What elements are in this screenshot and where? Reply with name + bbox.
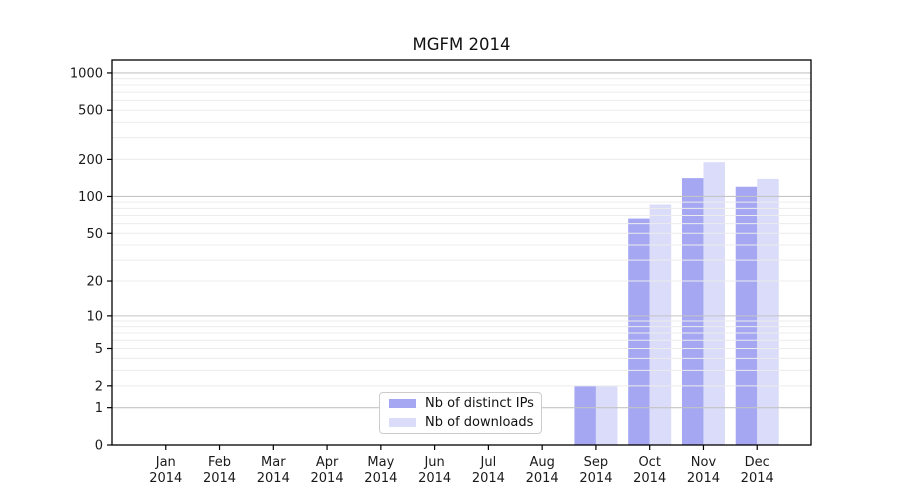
x-tick-label-year: 2014: [418, 471, 451, 486]
x-tick-label-year: 2014: [149, 471, 182, 486]
x-tick-label-year: 2014: [526, 471, 559, 486]
legend-item-distinct-ips: Nb of distinct IPs: [389, 396, 534, 411]
y-tick-label: 10: [86, 309, 103, 324]
bar-downloads-oct: [649, 204, 672, 445]
x-tick-label-month: Apr: [316, 455, 339, 470]
x-tick-label-year: 2014: [687, 471, 720, 486]
y-tick-label: 500: [78, 104, 103, 119]
x-tick-label-month: Oct: [638, 455, 660, 470]
y-tick-label: 1: [95, 401, 103, 416]
y-tick-label: 0: [95, 439, 103, 454]
x-tick-label-month: Sep: [584, 455, 609, 470]
y-tick-label: 100: [78, 190, 103, 205]
y-tick-label: 5: [95, 342, 103, 357]
bar-ips-sep: [574, 385, 596, 445]
legend-swatch-downloads: [389, 418, 416, 427]
x-tick-label-year: 2014: [472, 471, 505, 486]
legend-label-distinct-ips: Nb of distinct IPs: [425, 396, 534, 411]
legend-item-downloads: Nb of downloads: [389, 415, 534, 430]
x-tick-label-year: 2014: [579, 471, 612, 486]
x-tick-label-month: Aug: [529, 455, 554, 470]
legend-swatch-distinct-ips: [389, 399, 416, 408]
bar-ips-oct: [628, 218, 650, 445]
x-tick-label-month: May: [367, 455, 394, 470]
y-tick-label: 50: [86, 227, 103, 242]
bar-ips-nov: [681, 178, 704, 445]
legend: Nb of distinct IPs Nb of downloads: [379, 392, 542, 434]
x-tick-label-year: 2014: [633, 471, 666, 486]
x-tick-label-month: Jul: [480, 455, 497, 470]
bar-downloads-dec: [757, 178, 779, 445]
y-tick-label: 2: [95, 379, 103, 394]
x-tick-label-month: Feb: [208, 455, 231, 470]
x-tick-label-year: 2014: [257, 471, 290, 486]
x-tick-label-month: Jun: [423, 455, 444, 470]
chart-title: MGFM 2014: [412, 35, 511, 54]
x-tick-label-year: 2014: [741, 471, 774, 486]
x-tick-label-month: Nov: [691, 455, 717, 470]
y-tick-label: 20: [86, 275, 103, 290]
x-tick-label-year: 2014: [364, 471, 397, 486]
x-tick-label-month: Mar: [261, 455, 286, 470]
x-tick-label-year: 2014: [311, 471, 344, 486]
y-tick-label: 200: [78, 153, 103, 168]
x-tick-label-year: 2014: [203, 471, 236, 486]
axes-frame: [111, 59, 812, 446]
bar-downloads-nov: [703, 162, 725, 445]
y-tick-label: 1000: [70, 66, 103, 81]
x-tick-label-month: Jan: [155, 455, 176, 470]
x-tick-label-month: Dec: [745, 455, 770, 470]
bar-downloads-sep: [595, 385, 618, 445]
legend-label-downloads: Nb of downloads: [425, 415, 534, 430]
